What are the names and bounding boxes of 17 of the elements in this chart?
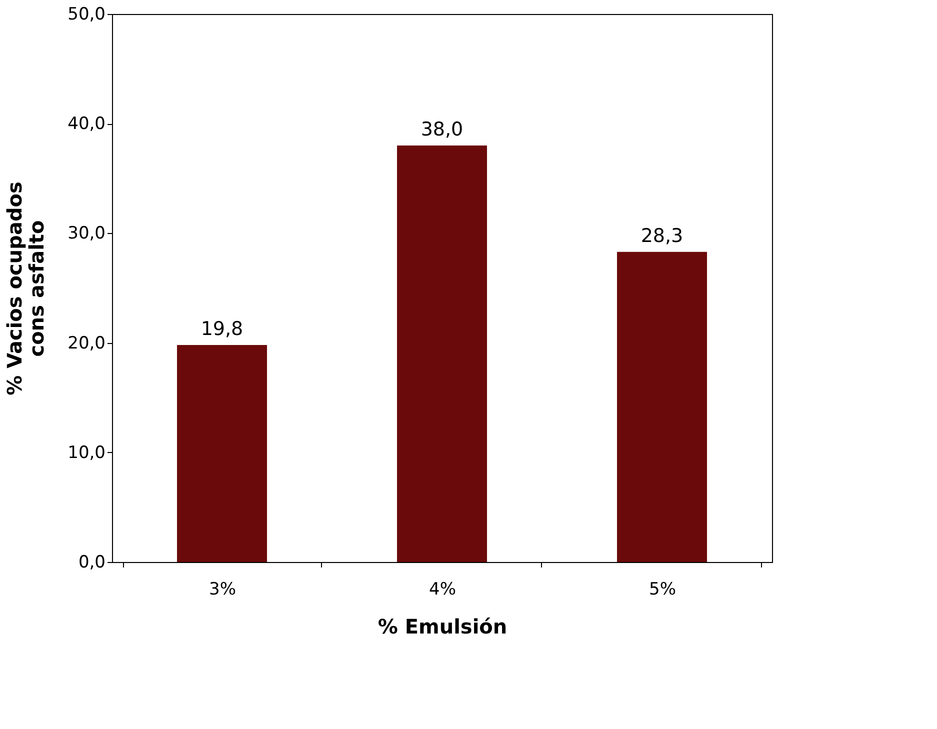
- data-label: 28,3: [640, 224, 684, 247]
- x-tick-label: 4%: [429, 580, 456, 600]
- y-tick-label: 50,0: [68, 4, 106, 24]
- bar: [397, 146, 487, 562]
- y-tick-label: 10,0: [68, 442, 106, 463]
- bar: [617, 252, 707, 562]
- y-tick-label: 0,0: [78, 552, 106, 572]
- bar: [177, 344, 267, 562]
- data-label: 19,8: [200, 318, 244, 340]
- y-tick-label: 20,0: [68, 333, 106, 354]
- x-tick-label: 3%: [209, 580, 236, 600]
- y-tick-label: 40,0: [68, 114, 106, 134]
- y-axis-title: % Vacios ocupados cons asfalto: [2, 182, 49, 396]
- x-tick-label: 5%: [649, 580, 676, 600]
- data-label: 38,0: [420, 118, 464, 141]
- y-tick-label: 30,0: [68, 224, 106, 244]
- x-axis-title: % Emulsión: [378, 614, 508, 638]
